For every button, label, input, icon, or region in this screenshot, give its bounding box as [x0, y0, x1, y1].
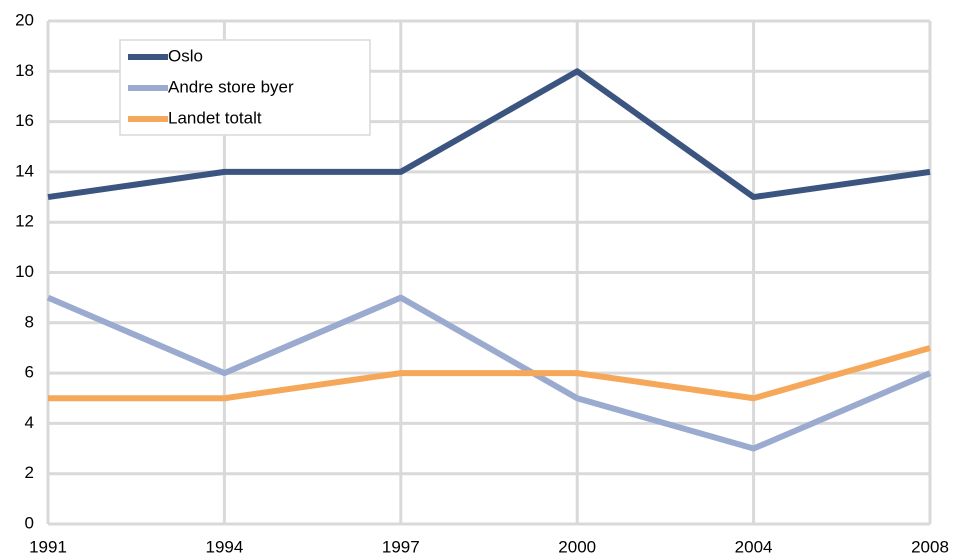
y-tick-label: 2: [25, 463, 34, 482]
x-tick-label: 1997: [382, 537, 420, 556]
y-tick-label: 8: [25, 312, 34, 331]
y-tick-label: 18: [15, 61, 34, 80]
y-tick-label: 0: [25, 513, 34, 532]
data-line: [48, 345, 931, 402]
y-tick-label: 4: [25, 413, 34, 432]
data-line: [47, 68, 931, 201]
y-tick-label: 16: [15, 111, 34, 130]
legend-label: Andre store byer: [168, 77, 294, 96]
x-tick-label: 2008: [911, 537, 949, 556]
y-tick-label: 12: [15, 212, 34, 231]
y-tick-label: 10: [15, 262, 34, 281]
y-tick-label: 14: [15, 161, 34, 180]
y-tick-label: 20: [15, 10, 34, 29]
legend-label: Landet totalt: [168, 108, 262, 127]
x-tick-label: 1991: [29, 537, 67, 556]
x-tick-label: 2000: [558, 537, 596, 556]
y-tick-label: 6: [25, 363, 34, 382]
legend-label: Oslo: [168, 46, 203, 65]
x-tick-label: 2004: [735, 537, 773, 556]
x-tick-label: 1994: [205, 537, 243, 556]
data-line: [46, 294, 932, 452]
